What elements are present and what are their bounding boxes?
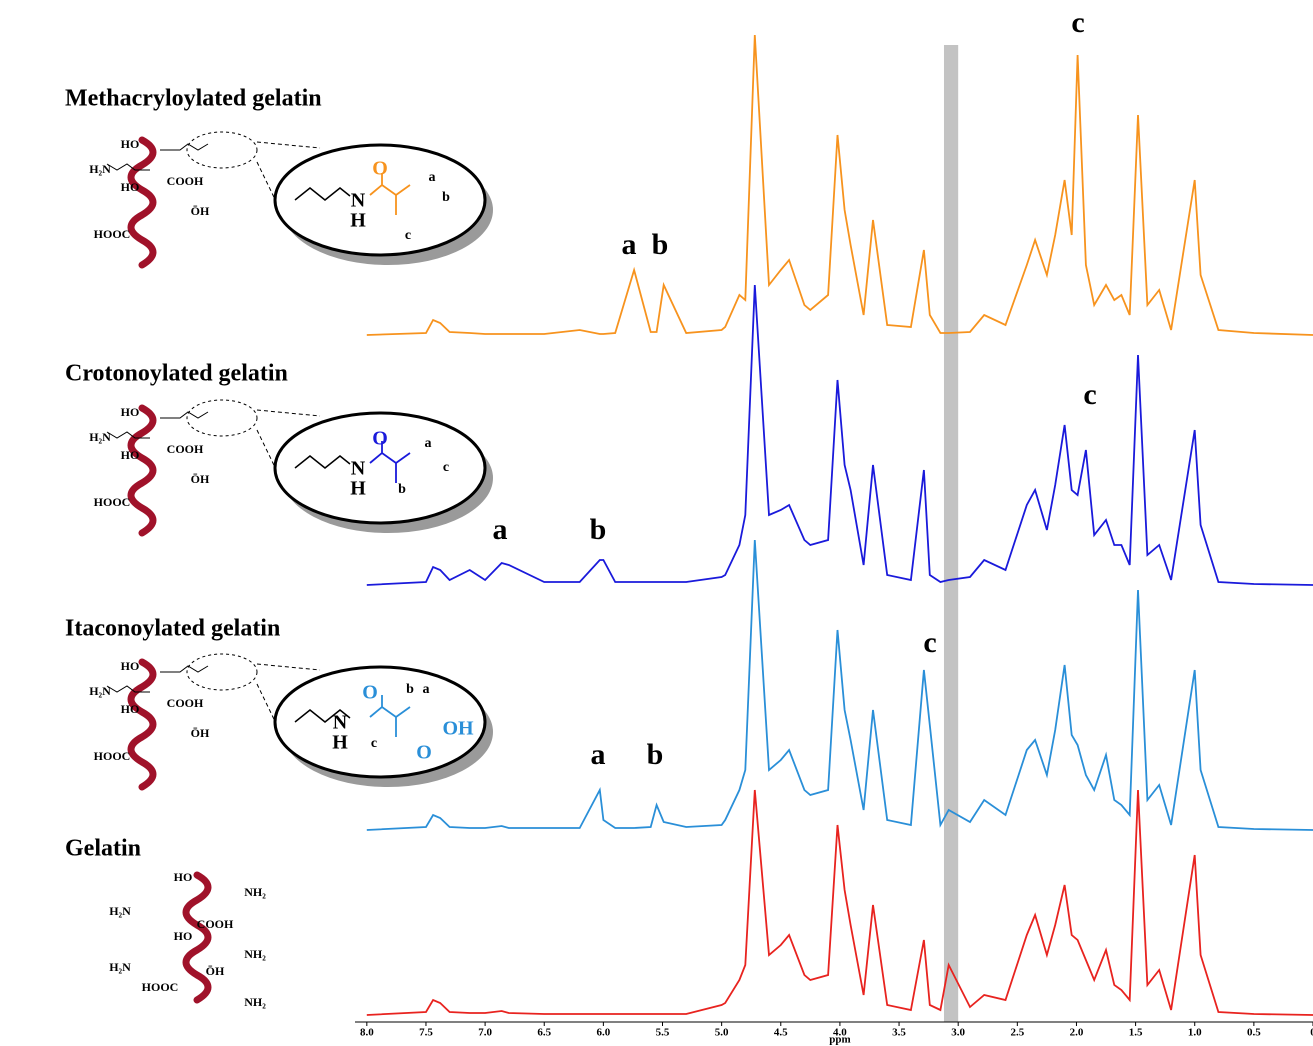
structure-label: HO (121, 137, 140, 151)
x-tick-label: 7.5 (419, 1027, 433, 1039)
series-title: Methacryloylated gelatin (65, 86, 322, 112)
structure-label: H₂N (89, 430, 111, 444)
inset-label: a (429, 170, 436, 185)
structure-label: COOH (167, 442, 204, 456)
inset-label: N (351, 190, 366, 212)
spectrum-line (367, 35, 1313, 335)
inset-label: H (332, 732, 348, 754)
peak-annotation: c (1083, 378, 1096, 411)
peak-annotation: b (652, 228, 669, 261)
inset-label: N (351, 458, 366, 480)
x-tick-label: 5.0 (715, 1027, 729, 1039)
structure-label: HO (174, 870, 193, 884)
inset-label: a (425, 436, 432, 451)
helix (131, 408, 153, 533)
structure-label: HO (174, 929, 193, 943)
inset-label: c (443, 460, 449, 475)
peak-annotation: b (647, 738, 664, 771)
structure-label: H₂N (109, 904, 131, 918)
x-tick-label: 2.0 (1070, 1027, 1084, 1039)
structure-label: HO (121, 180, 140, 194)
peak-annotation: c (923, 626, 936, 659)
inset-label: b (398, 482, 406, 497)
structure-label: HOOC (94, 227, 131, 241)
peak-annotation: a (493, 513, 508, 546)
structure-label: NH₂ (244, 885, 266, 899)
spectrum-line (367, 540, 1313, 830)
helix (131, 140, 153, 265)
structure-label: H₂N (89, 684, 111, 698)
x-tick-label: 4.5 (774, 1027, 788, 1039)
inset-label: N (333, 712, 348, 734)
x-tick-label: 3.5 (892, 1027, 906, 1039)
highlight-band (944, 45, 958, 1022)
structure-label: HO (121, 448, 140, 462)
structure-label: HO (121, 702, 140, 716)
structure-label: HOOC (94, 495, 131, 509)
x-tick-label: 3.0 (951, 1027, 965, 1039)
x-tick-label: 1.0 (1188, 1027, 1202, 1039)
x-tick-label: 2.5 (1010, 1027, 1024, 1039)
inset-label: H (350, 210, 366, 232)
structure-label: HOOC (142, 980, 179, 994)
peak-annotation: b (590, 513, 607, 546)
inset-label: b (406, 682, 414, 697)
x-tick-label: 6.0 (596, 1027, 610, 1039)
inset-label: c (405, 228, 411, 243)
inset-label: H (350, 478, 366, 500)
structure-label: ŌH (191, 726, 210, 740)
structure-label: NH₂ (244, 995, 266, 1009)
x-tick-label: 7.0 (478, 1027, 492, 1039)
inset-label: O (372, 158, 388, 180)
inset-label: a (423, 682, 430, 697)
inset-label: c (371, 736, 377, 751)
inset-label: b (442, 190, 450, 205)
inset-label: O (416, 742, 432, 764)
structure-label: H₂N (109, 960, 131, 974)
inset-label: O (362, 682, 378, 704)
structure-label: HO (121, 659, 140, 673)
structure-label: ŌH (191, 204, 210, 218)
figure: 8.07.57.06.56.05.55.04.54.03.53.02.52.01… (0, 0, 1313, 1046)
structure-label: NH₂ (244, 947, 266, 961)
structure-label: H₂N (89, 162, 111, 176)
helix (131, 662, 153, 787)
structure-label: COOH (167, 174, 204, 188)
structure-label: COOH (167, 696, 204, 710)
structure-label: HOOC (94, 749, 131, 763)
x-tick-label: 5.5 (656, 1027, 670, 1039)
structure-label: ŌH (206, 964, 225, 978)
structure-label: HO (121, 405, 140, 419)
peak-annotation: c (1071, 6, 1084, 39)
structure-label: ŌH (191, 472, 210, 486)
series-title: Itaconoylated gelatin (65, 616, 280, 642)
x-tick-label: 1.5 (1129, 1027, 1143, 1039)
x-tick-label: 0.5 (1247, 1027, 1261, 1039)
x-axis-label: ppm (829, 1034, 850, 1046)
structure-label: COOH (197, 917, 234, 931)
series-title: Gelatin (65, 836, 141, 862)
peak-annotation: a (622, 228, 637, 261)
inset-label: O (372, 428, 388, 450)
peak-annotation: a (591, 738, 606, 771)
series-title: Crotonoylated gelatin (65, 361, 288, 387)
inset-label: OH (442, 718, 474, 740)
x-tick-label: 8.0 (360, 1027, 374, 1039)
x-tick-label: 6.5 (537, 1027, 551, 1039)
